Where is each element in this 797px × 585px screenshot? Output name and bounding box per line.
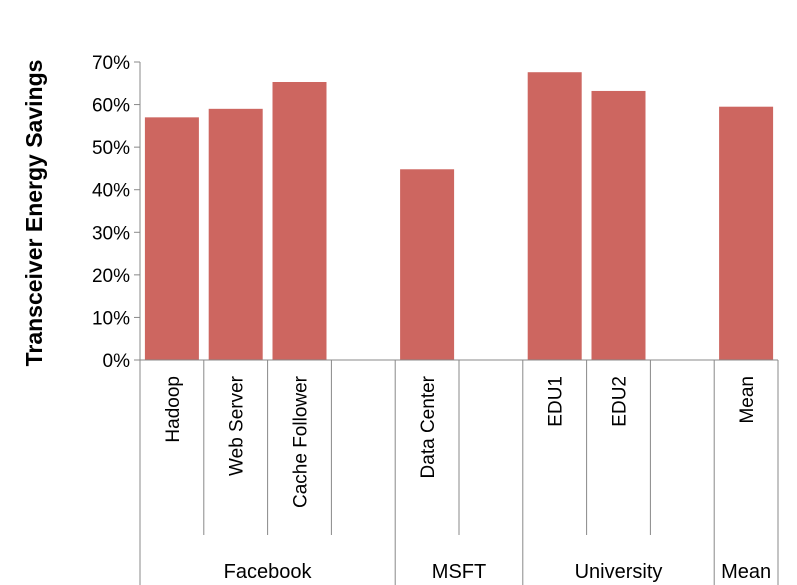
- y-tick-label: 10%: [92, 308, 130, 329]
- group-label: University: [575, 561, 663, 583]
- category-labels: Hadoop Web Server Cache Follower Data Cente…: [163, 375, 758, 508]
- y-axis-label: Transceiver Energy Savings: [21, 60, 47, 367]
- bar: [144, 117, 199, 360]
- category-label: Web Server: [227, 375, 248, 476]
- y-tick-label: 50%: [92, 138, 130, 159]
- category-label: EDU1: [546, 376, 567, 427]
- group-label: MSFT: [432, 561, 486, 583]
- y-tick-label: 70%: [92, 53, 130, 74]
- bar: [719, 106, 774, 360]
- group-label: Facebook: [224, 561, 313, 583]
- category-label: Hadoop: [163, 376, 184, 443]
- bar: [208, 108, 263, 360]
- bar: [591, 90, 646, 360]
- category-label: Data Center: [418, 375, 439, 478]
- y-axis-ticks: 0% 10% 20% 30% 40% 50% 60% 70%: [92, 53, 140, 372]
- bars: [144, 72, 774, 361]
- y-tick-label: 20%: [92, 266, 130, 287]
- y-tick-label: 60%: [92, 96, 130, 117]
- y-tick-label: 0%: [103, 351, 131, 372]
- category-label: Mean: [737, 376, 758, 424]
- group-label: Mean: [721, 561, 771, 583]
- bar: [400, 169, 455, 360]
- group-labels: Facebook MSFT University Mean: [224, 561, 771, 583]
- axes: [139, 62, 779, 585]
- bar: [272, 82, 327, 360]
- category-label: Cache Follower: [291, 375, 312, 508]
- y-tick-label: 40%: [92, 181, 130, 202]
- bar: [527, 72, 582, 361]
- category-label: EDU2: [610, 376, 631, 427]
- y-tick-label: 30%: [92, 223, 130, 244]
